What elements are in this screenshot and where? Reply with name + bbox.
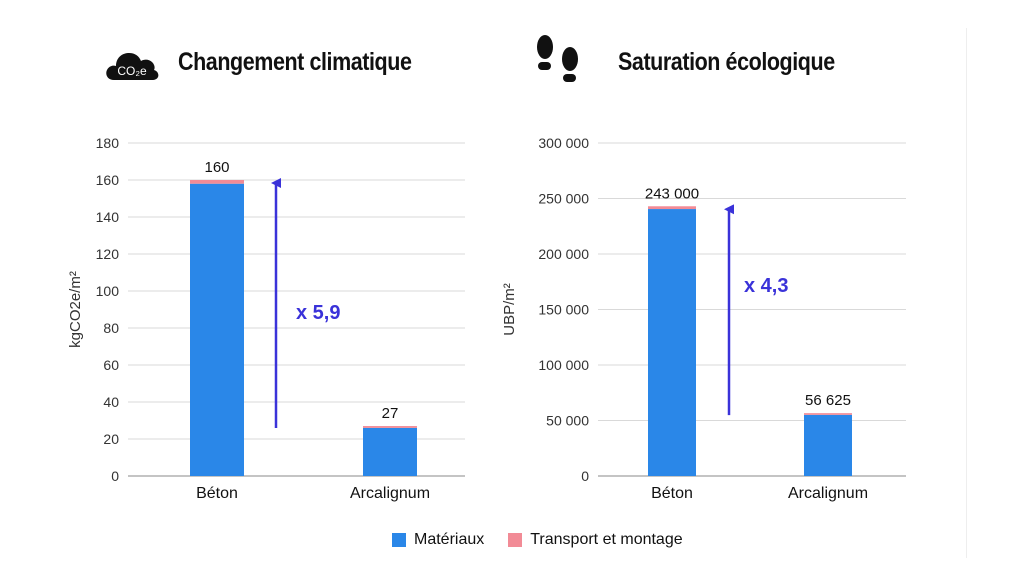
chart-ecological: 0 50 000 100 000 150 000 200 000 250 000 300 0… — [501, 135, 906, 502]
legend: Matériaux Transport et montage — [392, 531, 697, 549]
bar-segment-transport — [363, 426, 417, 428]
y-tick-label: 100 000 — [538, 357, 589, 373]
y-tick-label: 0 — [581, 468, 589, 484]
ratio-annotation: x 4,3 — [744, 275, 788, 297]
x-tick-label: Béton — [651, 485, 693, 502]
y-tick-label: 200 000 — [538, 246, 589, 262]
y-axis-label: UBP/m² — [501, 283, 518, 336]
y-tick-label: 60 — [103, 357, 119, 373]
bar-total-label: 56 625 — [805, 392, 851, 409]
x-tick-label: Arcalignum — [350, 485, 430, 502]
ratio-annotation: x 5,9 — [296, 302, 340, 324]
co2-icon-label: CO₂e — [117, 64, 147, 78]
y-tick-label: 150 000 — [538, 302, 589, 318]
panel-title-climate: Changement climatique — [178, 48, 412, 76]
y-tick-label: 140 — [96, 209, 120, 225]
bar-segment-materials — [190, 183, 244, 476]
y-tick-label: 100 — [96, 283, 120, 299]
bar-total-label: 27 — [382, 405, 399, 422]
co2-cloud-icon: CO₂e — [106, 53, 159, 80]
y-tick-label: 80 — [103, 320, 119, 336]
legend-swatch-transport — [508, 533, 523, 547]
y-tick-label: 160 — [96, 172, 120, 188]
y-tick-label: 50 000 — [546, 413, 589, 429]
bar-segment-transport — [804, 413, 852, 415]
legend-item-materials: Matériaux — [392, 531, 484, 549]
y-tick-label: 180 — [96, 135, 120, 151]
footprints-icon — [537, 35, 578, 82]
y-tick-label: 250 000 — [538, 191, 589, 207]
bar-total-label: 160 — [204, 159, 229, 176]
y-tick-label: 300 000 — [538, 135, 589, 151]
panel-title-ecological: Saturation écologique — [618, 48, 835, 76]
bar-total-label: 243 000 — [645, 185, 699, 202]
y-axis-label: kgCO2e/m² — [67, 271, 84, 348]
bar-segment-materials — [363, 427, 417, 476]
legend-label-materials: Matériaux — [414, 531, 485, 548]
bar-segment-materials — [648, 209, 696, 477]
bar-segment-transport — [190, 180, 244, 184]
legend-item-transport: Transport et montage — [508, 531, 683, 549]
y-tick-label: 40 — [103, 394, 119, 410]
x-tick-label: Béton — [196, 485, 238, 502]
y-tick-label: 0 — [111, 468, 119, 484]
y-tick-label: 20 — [103, 431, 119, 447]
bar-segment-transport — [648, 206, 696, 210]
chart-climate: 0 20 40 60 80 100 120 140 160 180 kgCO2e/m² 160 Béto… — [67, 135, 465, 502]
bar-segment-materials — [804, 414, 852, 476]
page-edge-divider — [966, 28, 967, 558]
x-tick-label: Arcalignum — [788, 485, 868, 502]
legend-label-transport: Transport et montage — [530, 531, 683, 548]
y-tick-label: 120 — [96, 246, 120, 262]
legend-swatch-materials — [392, 533, 406, 547]
